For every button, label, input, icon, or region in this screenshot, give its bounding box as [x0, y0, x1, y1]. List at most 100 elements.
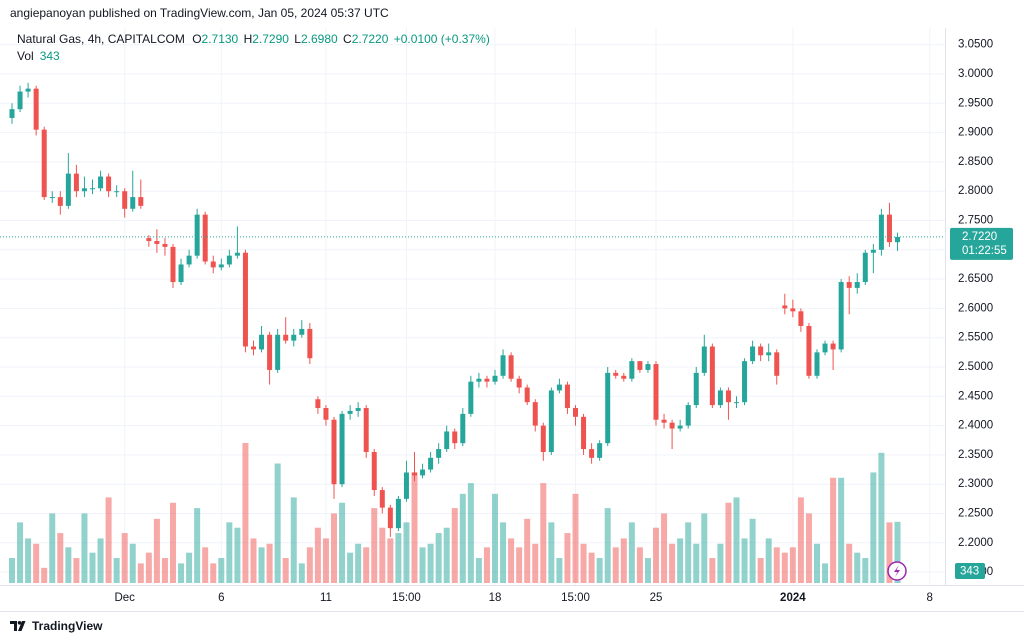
volume-bar [620, 538, 627, 583]
volume-bar [564, 533, 571, 583]
y-tick-label: 2.3500 [958, 449, 993, 461]
y-tick-label: 2.2500 [958, 508, 993, 520]
volume-bar [178, 563, 185, 583]
candle-body [33, 88, 39, 130]
y-tick-label: 3.0000 [958, 68, 993, 80]
candle-body [460, 413, 466, 444]
candle-body [895, 236, 900, 243]
published-line: angiepanoyan published on TradingView.co… [10, 6, 389, 20]
o-val: 2.7130 [202, 32, 239, 46]
candle-body [226, 255, 232, 265]
y-tick-label: 2.2000 [958, 537, 993, 549]
candle-body [790, 308, 796, 312]
volume-bar [89, 552, 96, 583]
volume-bar [524, 518, 531, 583]
candle-body [717, 390, 723, 406]
volume-bar [822, 563, 829, 583]
volume-bar [532, 543, 539, 583]
candle-body [25, 88, 31, 92]
volume-bar [789, 547, 796, 583]
y-tick-label: 2.9000 [958, 127, 993, 139]
candle-body [114, 191, 120, 193]
volume-bar [65, 547, 72, 583]
volume-bar [258, 547, 265, 583]
candle-body [130, 197, 136, 209]
volume-bar [540, 483, 547, 583]
y-tick-label: 2.6000 [958, 302, 993, 314]
candle-layer [9, 82, 900, 537]
candle-body [186, 255, 192, 265]
candle-body [564, 384, 570, 409]
c-key: C [343, 32, 352, 46]
candle-body [420, 469, 426, 476]
volume-bar [781, 552, 788, 583]
candle-body [202, 214, 208, 262]
candle-body [677, 425, 683, 429]
candle-body [122, 191, 128, 209]
candle-body [90, 188, 95, 190]
candle-body [41, 129, 47, 198]
volume-bar [306, 547, 313, 583]
x-tick-label: 2024 [780, 592, 806, 604]
candle-body [259, 334, 265, 350]
candle-body [806, 325, 812, 376]
x-tick-label: 25 [650, 592, 663, 604]
candle-body [685, 405, 691, 426]
candle-body [371, 451, 377, 491]
y-tick-label: 3.0500 [958, 39, 993, 51]
candle-body [653, 364, 659, 420]
candle-body [870, 249, 876, 253]
candle-body [283, 334, 289, 341]
volume-bar [347, 552, 354, 583]
volume-bar [25, 538, 32, 583]
candle-body [210, 261, 216, 268]
volume-bar [186, 552, 193, 583]
volume-bar [701, 513, 708, 583]
x-tick-label: 15:00 [561, 592, 590, 604]
candle-body [581, 416, 587, 450]
volume-bar [596, 558, 603, 583]
volume-bar [467, 483, 474, 583]
candle-body [621, 375, 627, 379]
axis-layer: 3.0500 3.0000 2.9500 2.9000 2.8500 2.8000 2.75… [114, 39, 993, 604]
candle-body [323, 408, 329, 420]
volume-bar [73, 558, 80, 583]
o-key: O [192, 32, 201, 46]
candle-body [854, 282, 860, 288]
l-key: L [294, 32, 301, 46]
volume-bar [427, 543, 434, 583]
y-tick-label: 2.8000 [958, 185, 993, 197]
volume-bar [282, 558, 289, 583]
x-tick-label: 11 [320, 592, 332, 604]
candle-body [548, 390, 554, 452]
candle-body [508, 355, 514, 379]
price-tag: 2.7220 [962, 231, 997, 243]
candle-body [693, 372, 699, 406]
volume-bar [805, 513, 812, 583]
candle-body [500, 355, 506, 376]
candle-body [315, 399, 321, 409]
volume-bar [274, 463, 281, 583]
candle-body [524, 387, 530, 403]
candle-body [379, 490, 385, 508]
candle-body [758, 346, 764, 356]
candle-body [307, 328, 313, 359]
volume-bar [636, 547, 643, 583]
candle-body [669, 422, 675, 429]
volume-bar [854, 552, 861, 583]
candle-body [492, 375, 498, 382]
volume-bar [886, 522, 893, 583]
candle-body [878, 214, 884, 250]
volume-bar [580, 543, 587, 583]
candle-body [331, 419, 337, 485]
y-tick-label: 2.5000 [958, 361, 993, 373]
x-tick-label: 15:00 [392, 592, 421, 604]
volume-bar [492, 493, 498, 583]
candle-body [347, 410, 353, 414]
volume-bar [741, 538, 748, 583]
volume-bar [105, 497, 112, 583]
x-tick-label: 6 [218, 592, 224, 604]
candle-body [661, 419, 667, 423]
volume-bar [81, 513, 88, 583]
